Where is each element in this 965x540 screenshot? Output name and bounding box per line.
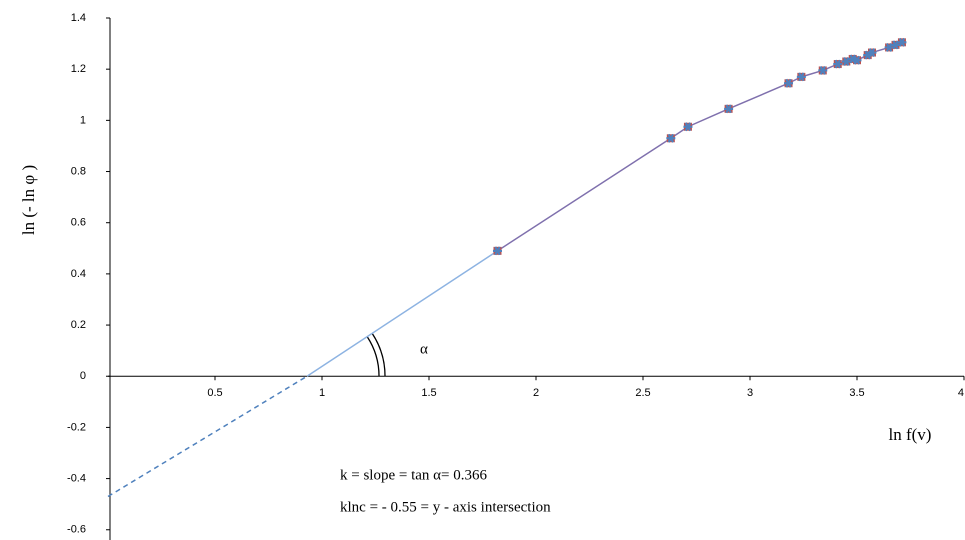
star-marker <box>683 122 693 132</box>
x-axis-label: ln f(v) <box>889 425 932 444</box>
star-marker <box>841 57 851 66</box>
x-tick-label: 1.5 <box>421 387 436 399</box>
star-marker <box>884 42 894 52</box>
y-tick-label: 0.2 <box>71 319 86 331</box>
y-tick-label: 0.6 <box>71 217 86 229</box>
angle-arc <box>366 336 380 377</box>
y-tick-label: 0.4 <box>71 268 86 280</box>
star-marker <box>492 246 502 256</box>
star-marker <box>852 55 862 65</box>
y-tick-label: -0.4 <box>67 472 86 484</box>
series-line <box>306 250 498 377</box>
series-line <box>497 41 903 252</box>
star-marker <box>891 40 901 50</box>
star-marker <box>784 78 794 88</box>
y-tick-label: 1.4 <box>71 12 86 24</box>
star-marker <box>796 72 806 82</box>
y-tick-label: -0.6 <box>67 524 86 536</box>
star-marker <box>897 37 907 47</box>
angle-arc <box>371 332 386 377</box>
star-marker <box>833 59 843 69</box>
angle-label: α <box>420 341 428 357</box>
intercept-note: klnc = - 0.55 = y - axis intersection <box>340 499 551 515</box>
y-tick-label: 1 <box>80 114 86 126</box>
series-line <box>107 375 308 498</box>
x-tick-label: 0.5 <box>207 387 222 399</box>
y-tick-label: -0.2 <box>67 421 86 433</box>
x-tick-label: 2.5 <box>635 387 650 399</box>
y-tick-label: 0.8 <box>71 165 86 177</box>
x-tick-label: 3.5 <box>849 387 864 399</box>
y-tick-label: 1.2 <box>71 63 86 75</box>
star-marker <box>818 66 828 75</box>
x-tick-label: 1 <box>319 387 325 399</box>
x-tick-label: 4 <box>958 387 964 399</box>
star-marker <box>867 48 877 57</box>
y-tick-label: 0 <box>80 370 86 382</box>
star-marker <box>666 133 676 143</box>
x-tick-label: 2 <box>533 387 539 399</box>
y-axis-label: ln (- ln φ ) <box>19 165 38 235</box>
x-tick-label: 3 <box>747 387 753 399</box>
slope-note: k = slope = tan α= 0.366 <box>340 467 487 483</box>
star-marker <box>724 104 734 114</box>
